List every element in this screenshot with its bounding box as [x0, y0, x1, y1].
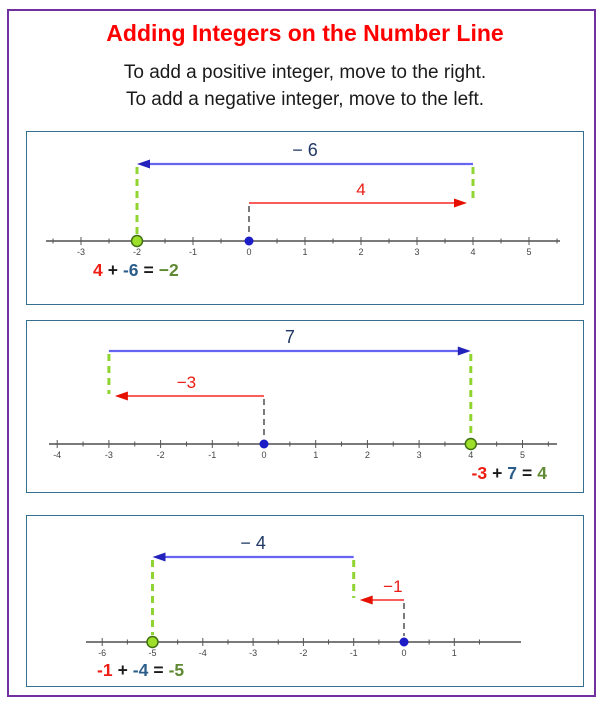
svg-text:5: 5	[520, 450, 525, 460]
svg-text:2: 2	[365, 450, 370, 460]
number-line-diagram-2: -4 -3 -2 -1 0 1 2 3 4 5 7 −3	[49, 327, 557, 460]
svg-text:-3: -3	[77, 247, 85, 257]
svg-text:−1: −1	[383, 577, 402, 596]
svg-text:0: 0	[246, 247, 251, 257]
svg-text:3: 3	[414, 247, 419, 257]
example-panel-2: -4 -3 -2 -1 0 1 2 3 4 5 7 −3 -3 + 7 = 4	[26, 320, 584, 493]
svg-text:4: 4	[470, 247, 475, 257]
svg-text:-3: -3	[105, 450, 113, 460]
equation-2-addend1: -3	[471, 463, 488, 483]
svg-text:-2: -2	[299, 648, 307, 658]
equation-2-addend2: 7	[507, 463, 518, 483]
equation-1-result: −2	[158, 260, 179, 280]
example-panel-1: -3 -2 -1 0 1 2 3 4 5 − 6 4 4 + -6 = −2	[26, 131, 584, 305]
equation-1-plus: +	[107, 260, 118, 280]
equation-1: 4 + -6 = −2	[93, 260, 179, 281]
number-line-diagram-3: -6 -5 -4 -3 -2 -1 0 1 − 4 −1	[86, 533, 521, 658]
svg-text:7: 7	[285, 327, 295, 347]
svg-text:− 6: − 6	[292, 140, 318, 160]
svg-text:0: 0	[401, 648, 406, 658]
equation-2-equals: =	[522, 463, 533, 483]
equation-2-plus: +	[492, 463, 503, 483]
svg-text:-6: -6	[98, 648, 106, 658]
equation-1-addend1: 4	[93, 260, 103, 280]
equation-2-result: 4	[537, 463, 547, 483]
svg-text:-5: -5	[148, 648, 156, 658]
instruction-negative: To add a negative integer, move to the l…	[125, 89, 485, 110]
page-title: Adding Integers on the Number Line	[106, 20, 504, 46]
svg-text:4: 4	[468, 450, 473, 460]
equation-3-addend2: -4	[132, 660, 149, 680]
svg-text:-1: -1	[350, 648, 358, 658]
equation-3-plus: +	[117, 660, 128, 680]
equation-3-equals: =	[153, 660, 164, 680]
svg-text:−3: −3	[177, 373, 196, 392]
equation-2: -3 + 7 = 4	[472, 463, 548, 484]
svg-text:1: 1	[302, 247, 307, 257]
svg-text:3: 3	[417, 450, 422, 460]
svg-text:-1: -1	[208, 450, 216, 460]
example-panel-3: -6 -5 -4 -3 -2 -1 0 1 − 4 −1 -1 + -4 = -5	[26, 515, 584, 687]
equation-3-result: -5	[168, 660, 185, 680]
number-line-diagram-1: -3 -2 -1 0 1 2 3 4 5 − 6 4	[46, 140, 560, 257]
equation-1-equals: =	[143, 260, 154, 280]
svg-text:-2: -2	[157, 450, 165, 460]
equation-3: -1 + -4 = -5	[97, 660, 184, 681]
instruction-positive: To add a positive integer, move to the r…	[123, 62, 487, 83]
equation-1-addend2: -6	[122, 260, 139, 280]
svg-text:5: 5	[526, 247, 531, 257]
svg-text:1: 1	[313, 450, 318, 460]
svg-text:4: 4	[356, 180, 365, 199]
svg-text:1: 1	[452, 648, 457, 658]
svg-text:2: 2	[358, 247, 363, 257]
svg-text:-4: -4	[199, 648, 207, 658]
svg-text:− 4: − 4	[240, 533, 266, 553]
svg-text:-2: -2	[133, 247, 141, 257]
svg-text:-3: -3	[249, 648, 257, 658]
svg-text:-4: -4	[53, 450, 61, 460]
svg-text:-1: -1	[189, 247, 197, 257]
equation-3-addend1: -1	[97, 660, 113, 680]
svg-text:0: 0	[261, 450, 266, 460]
